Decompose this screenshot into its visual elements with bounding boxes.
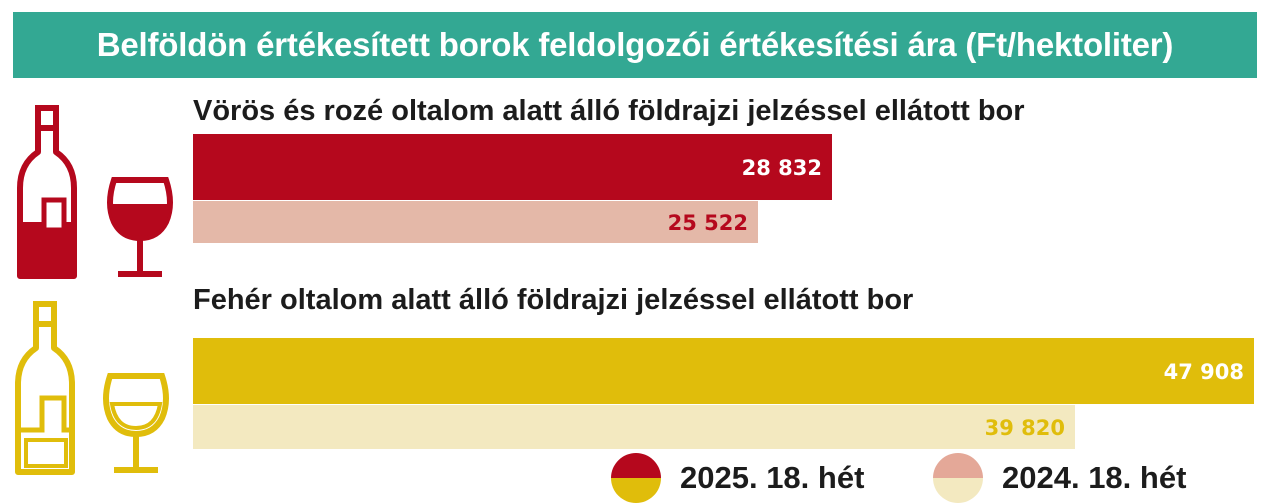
bar-label-white-2025: 47 908 xyxy=(1164,360,1244,384)
bar-red-2025 xyxy=(193,134,832,200)
legend-swatch-2025 xyxy=(611,453,661,503)
group-title-white: Fehér oltalom alatt álló földrajzi jelzé… xyxy=(193,284,914,316)
bar-label-red-2024: 25 522 xyxy=(668,211,748,235)
bar-label-white-2024: 39 820 xyxy=(985,416,1065,440)
legend-label-2025: 2025. 18. hét xyxy=(680,460,865,495)
group-title-red: Vörös és rozé oltalom alatt álló földraj… xyxy=(193,95,1025,127)
chart-title: Belföldön értékesített borok feldolgozói… xyxy=(96,26,1174,63)
bar-white-2024 xyxy=(193,405,1075,449)
legend-label-2024: 2024. 18. hét xyxy=(1002,460,1187,495)
bar-red-2024 xyxy=(193,201,758,243)
red-wine-bottle-icon xyxy=(17,105,77,279)
legend-item-2024: 2024. 18. hét xyxy=(932,452,1186,504)
white-wine-glass-icon xyxy=(103,373,169,473)
legend-item-2025: 2025. 18. hét xyxy=(610,452,864,504)
red-wine-glass-icon xyxy=(107,177,173,277)
legend-swatch-2024 xyxy=(933,453,983,503)
bar-white-2025 xyxy=(193,338,1254,404)
chart-title-bar: Belföldön értékesített borok feldolgozói… xyxy=(13,12,1257,78)
white-wine-bottle-icon xyxy=(15,301,75,475)
bar-label-red-2025: 28 832 xyxy=(742,156,822,180)
